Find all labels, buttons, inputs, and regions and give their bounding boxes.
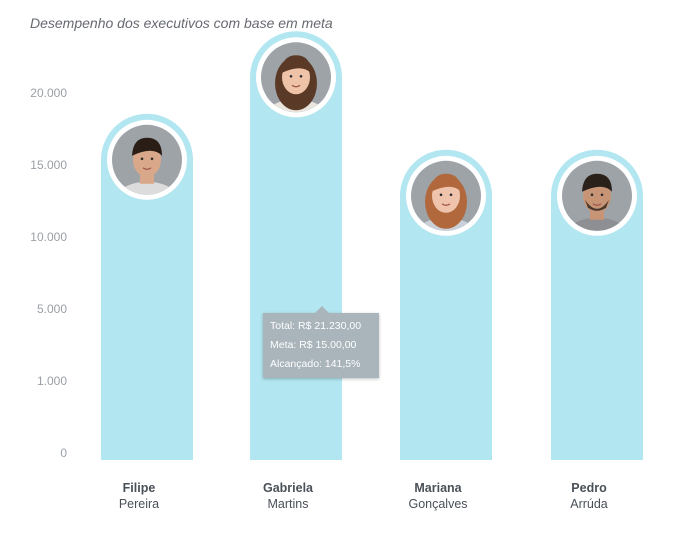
y-tick-label: 5.000	[37, 302, 67, 316]
avatar-mariana	[411, 160, 481, 231]
tooltip-achieved: Alcançado: 141,5%	[270, 358, 361, 370]
y-tick-label: 1.000	[37, 374, 67, 388]
y-tick-label: 0	[60, 446, 67, 460]
tooltip-total: Total: R$ 21.230,00	[270, 320, 362, 332]
avatar-filipe	[112, 124, 182, 195]
y-tick-label: 15.000	[30, 158, 67, 172]
y-axis: 0 1.000 5.000 10.000 15.000 20.000	[30, 86, 67, 460]
x-label-last-name: Gonçalves	[408, 497, 467, 511]
x-label-last-name: Arrúda	[570, 497, 608, 511]
x-label-first-name: Pedro	[571, 481, 607, 495]
x-label-first-name: Mariana	[414, 481, 462, 495]
tooltip-meta: Meta: R$ 15.00,00	[270, 339, 357, 351]
x-label-last-name: Pereira	[119, 497, 159, 511]
bar-tooltip: Total: R$ 21.230,00 Meta: R$ 15.00,00 Al…	[263, 306, 379, 378]
x-label-first-name: Filipe	[123, 481, 156, 495]
bar-group[interactable]	[101, 113, 193, 461]
bar-group[interactable]	[400, 149, 492, 461]
x-axis-labels: Filipe Pereira Gabriela Martins Mariana Gonça…	[119, 481, 608, 511]
avatar-gabriela	[261, 42, 331, 113]
chart-title: Desempenho dos executivos com base em me…	[30, 15, 333, 31]
y-tick-label: 10.000	[30, 230, 67, 244]
y-tick-label: 20.000	[30, 86, 67, 100]
x-label-first-name: Gabriela	[263, 481, 314, 495]
bar-group[interactable]	[551, 149, 643, 461]
avatar-pedro	[562, 160, 632, 231]
bar-group[interactable]	[250, 31, 342, 461]
bars	[101, 31, 643, 461]
x-label-last-name: Martins	[268, 497, 309, 511]
bar[interactable]	[101, 113, 193, 461]
